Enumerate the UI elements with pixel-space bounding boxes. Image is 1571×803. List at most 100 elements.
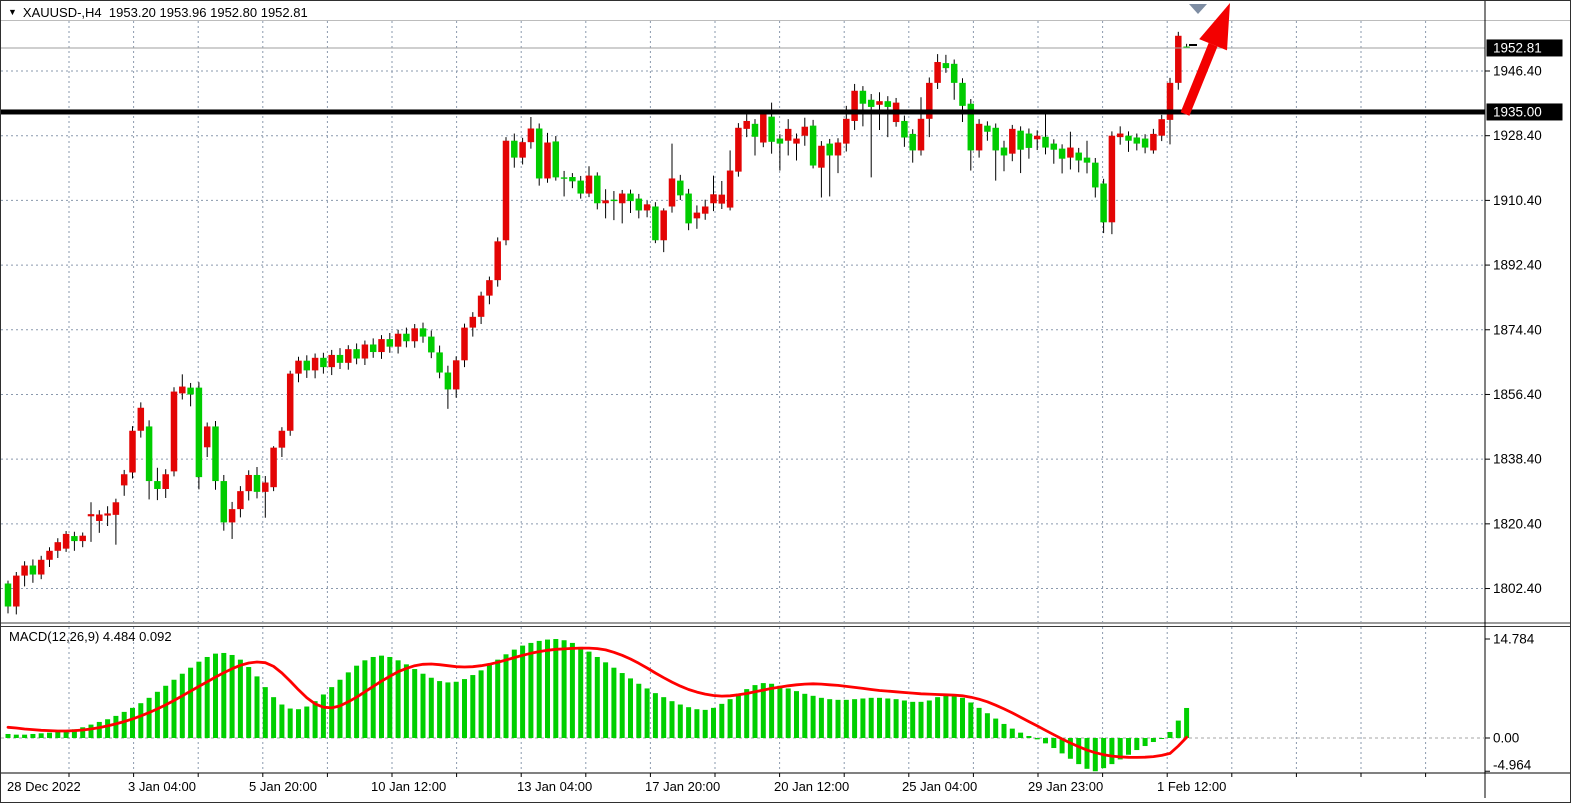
date-label[interactable]: 3 Jan 04:00 bbox=[128, 779, 196, 794]
down-triangle-marker[interactable] bbox=[1189, 4, 1207, 14]
macd-axis-label[interactable]: 14.784 bbox=[1493, 632, 1535, 647]
candle-body bbox=[452, 360, 460, 390]
candle-body bbox=[959, 82, 966, 106]
macd-histogram-bar bbox=[752, 685, 758, 738]
macd-axis-label[interactable]: -4.964 bbox=[1493, 758, 1532, 773]
candle-body bbox=[13, 575, 20, 607]
candle-body bbox=[1000, 147, 1008, 156]
price-axis-label[interactable]: 1946.40 bbox=[1493, 64, 1542, 79]
candle-body bbox=[403, 333, 410, 342]
macd-histogram-bar bbox=[1101, 738, 1107, 769]
support-resistance-line[interactable] bbox=[1, 109, 1485, 115]
macd-histogram-bar bbox=[528, 642, 534, 738]
candle-body bbox=[793, 138, 800, 144]
candle-body bbox=[1175, 35, 1182, 83]
candle-body bbox=[195, 387, 203, 478]
macd-histogram-bar bbox=[868, 697, 874, 738]
trend-arrow-head[interactable] bbox=[1199, 3, 1230, 51]
price-axis-label[interactable]: 1820.40 bbox=[1493, 516, 1542, 531]
price-axis-label[interactable]: 1874.40 bbox=[1493, 322, 1542, 337]
macd-histogram-bar bbox=[976, 707, 982, 738]
macd-histogram-bar bbox=[354, 665, 360, 738]
candle-body bbox=[784, 128, 792, 141]
candle-body bbox=[278, 430, 286, 448]
candle-body bbox=[79, 535, 86, 542]
date-label[interactable]: 20 Jan 12:00 bbox=[774, 779, 849, 794]
date-label[interactable]: 1 Feb 12:00 bbox=[1157, 779, 1226, 794]
date-label[interactable]: 5 Jan 20:00 bbox=[249, 779, 317, 794]
macd-histogram-bar bbox=[719, 703, 725, 738]
price-axis-label[interactable]: 1838.40 bbox=[1493, 452, 1542, 467]
candle-body bbox=[519, 142, 526, 158]
macd-histogram-bar bbox=[420, 673, 426, 738]
macd-histogram-bar bbox=[877, 697, 882, 738]
macd-histogram-bar bbox=[760, 683, 766, 738]
macd-histogram-bar bbox=[694, 709, 700, 738]
symbol-dropdown-icon[interactable]: ▼ bbox=[8, 7, 17, 17]
candle-body bbox=[428, 336, 435, 353]
date-label[interactable]: 25 Jan 04:00 bbox=[902, 779, 977, 794]
price-axis-label[interactable]: 1910.40 bbox=[1493, 193, 1542, 208]
macd-histogram-bar bbox=[453, 681, 459, 738]
candle-body bbox=[760, 113, 767, 143]
candle-body bbox=[353, 349, 360, 359]
macd-histogram-bar bbox=[337, 679, 343, 738]
macd-histogram-bar bbox=[644, 688, 650, 738]
candle-body bbox=[154, 481, 161, 489]
candle-body bbox=[876, 101, 883, 105]
macd-histogram-bar bbox=[686, 707, 692, 738]
candle-body bbox=[1125, 135, 1132, 141]
candle-body bbox=[917, 118, 925, 151]
candle-body bbox=[21, 565, 28, 576]
candle-body bbox=[1083, 157, 1091, 163]
macd-histogram-bar bbox=[569, 642, 575, 738]
macd-histogram-bar bbox=[785, 688, 791, 738]
macd-histogram-bar bbox=[561, 640, 567, 738]
candle-body bbox=[1009, 128, 1016, 154]
candle-body bbox=[1042, 136, 1049, 148]
macd-histogram-bar bbox=[926, 700, 932, 738]
macd-histogram-bar bbox=[287, 708, 293, 738]
candle-body bbox=[1150, 133, 1157, 151]
macd-histogram-bar bbox=[362, 660, 368, 738]
candle-body bbox=[1058, 148, 1066, 159]
macd-histogram-bar bbox=[138, 703, 144, 738]
candle-body bbox=[419, 328, 427, 337]
price-badge bbox=[1486, 103, 1563, 121]
candle-body bbox=[361, 344, 369, 359]
date-label[interactable]: 17 Jan 20:00 bbox=[645, 779, 720, 794]
macd-histogram-bar bbox=[5, 733, 11, 738]
macd-histogram-bar bbox=[744, 689, 750, 738]
macd-histogram-bar bbox=[1134, 738, 1140, 751]
macd-histogram-bar bbox=[669, 701, 675, 738]
candle-body bbox=[120, 474, 128, 486]
macd-histogram-bar bbox=[88, 724, 94, 738]
candle-body bbox=[751, 123, 759, 137]
macd-histogram-bar bbox=[428, 677, 434, 738]
price-axis-label[interactable]: 1856.40 bbox=[1493, 387, 1542, 402]
macd-histogram-bar bbox=[445, 682, 451, 738]
candle-body bbox=[461, 327, 468, 361]
macd-histogram-bar bbox=[113, 715, 119, 738]
price-axis-label[interactable]: 1892.40 bbox=[1493, 258, 1542, 273]
macd-histogram-bar bbox=[412, 669, 418, 738]
candle-body bbox=[1183, 46, 1190, 48]
macd-histogram-bar bbox=[885, 698, 891, 738]
price-axis-label[interactable]: 1802.40 bbox=[1493, 581, 1542, 596]
candle-body bbox=[104, 513, 111, 516]
macd-histogram-bar bbox=[810, 695, 816, 738]
macd-signal-line bbox=[6, 646, 1188, 759]
date-label[interactable]: 29 Jan 23:00 bbox=[1028, 779, 1103, 794]
date-label[interactable]: 10 Jan 12:00 bbox=[371, 779, 446, 794]
macd-histogram-bar bbox=[960, 697, 965, 738]
candle-body bbox=[950, 63, 958, 83]
date-label[interactable]: 13 Jan 04:00 bbox=[517, 779, 592, 794]
date-label[interactable]: 28 Dec 2022 bbox=[7, 779, 81, 794]
price-axis-label[interactable]: 1928.40 bbox=[1493, 128, 1542, 143]
macd-histogram-bar bbox=[835, 699, 841, 738]
macd-axis-label[interactable]: 0.00 bbox=[1493, 731, 1519, 746]
macd-histogram-bar bbox=[379, 655, 384, 738]
candle-body bbox=[179, 386, 186, 394]
trend-arrow-shaft[interactable] bbox=[1180, 42, 1218, 116]
